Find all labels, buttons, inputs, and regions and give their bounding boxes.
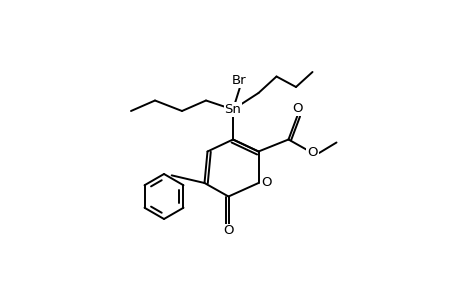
Text: O: O	[291, 102, 302, 116]
Text: O: O	[261, 176, 272, 190]
Text: O: O	[307, 146, 317, 160]
Text: O: O	[223, 224, 233, 238]
Text: Br: Br	[231, 74, 246, 87]
Text: Sn: Sn	[224, 103, 241, 116]
